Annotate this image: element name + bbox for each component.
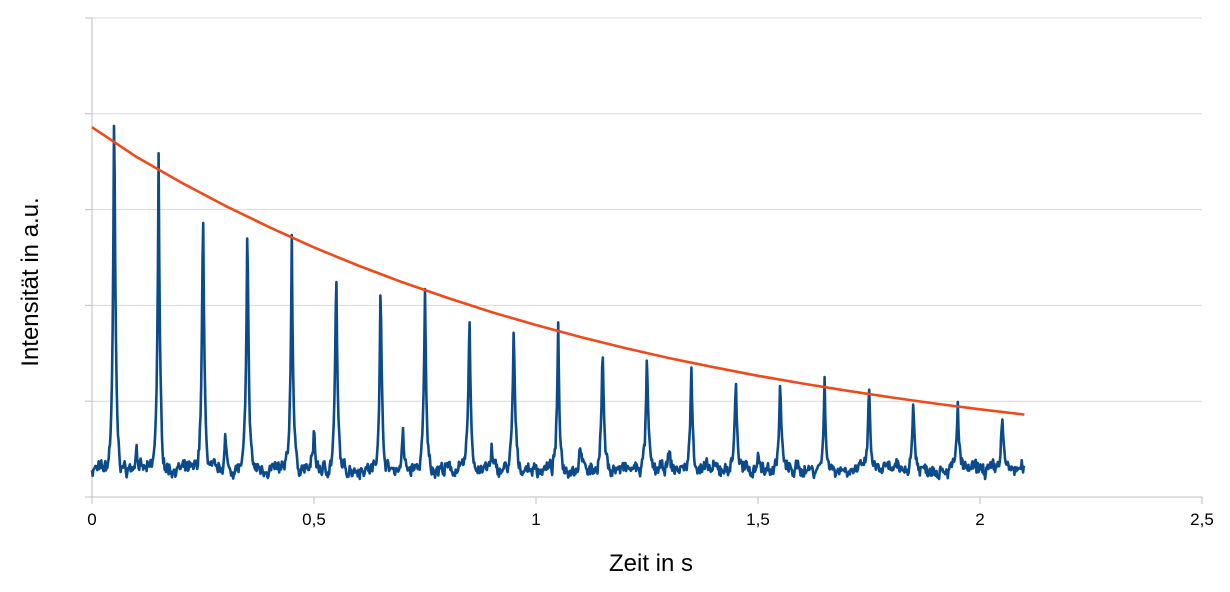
- x-tick-label: 2,5: [1190, 510, 1214, 529]
- x-axis-title: Zeit in s: [609, 550, 693, 577]
- x-tick-label: 0,5: [302, 510, 326, 529]
- x-tick-label: 2: [975, 510, 984, 529]
- series-group: [90, 124, 1026, 481]
- envelope-fit-line: [91, 126, 1025, 416]
- x-tick-labels: 0 0,5 1 1,5 2 2,5: [87, 510, 1214, 529]
- x-tick-label: 0: [87, 510, 96, 529]
- axes: [85, 17, 1203, 504]
- grid-lines: [92, 17, 1202, 402]
- y-axis-title: Intensität in a.u.: [17, 197, 44, 366]
- x-tick-label: 1: [531, 510, 540, 529]
- x-tick-label: 1,5: [746, 510, 770, 529]
